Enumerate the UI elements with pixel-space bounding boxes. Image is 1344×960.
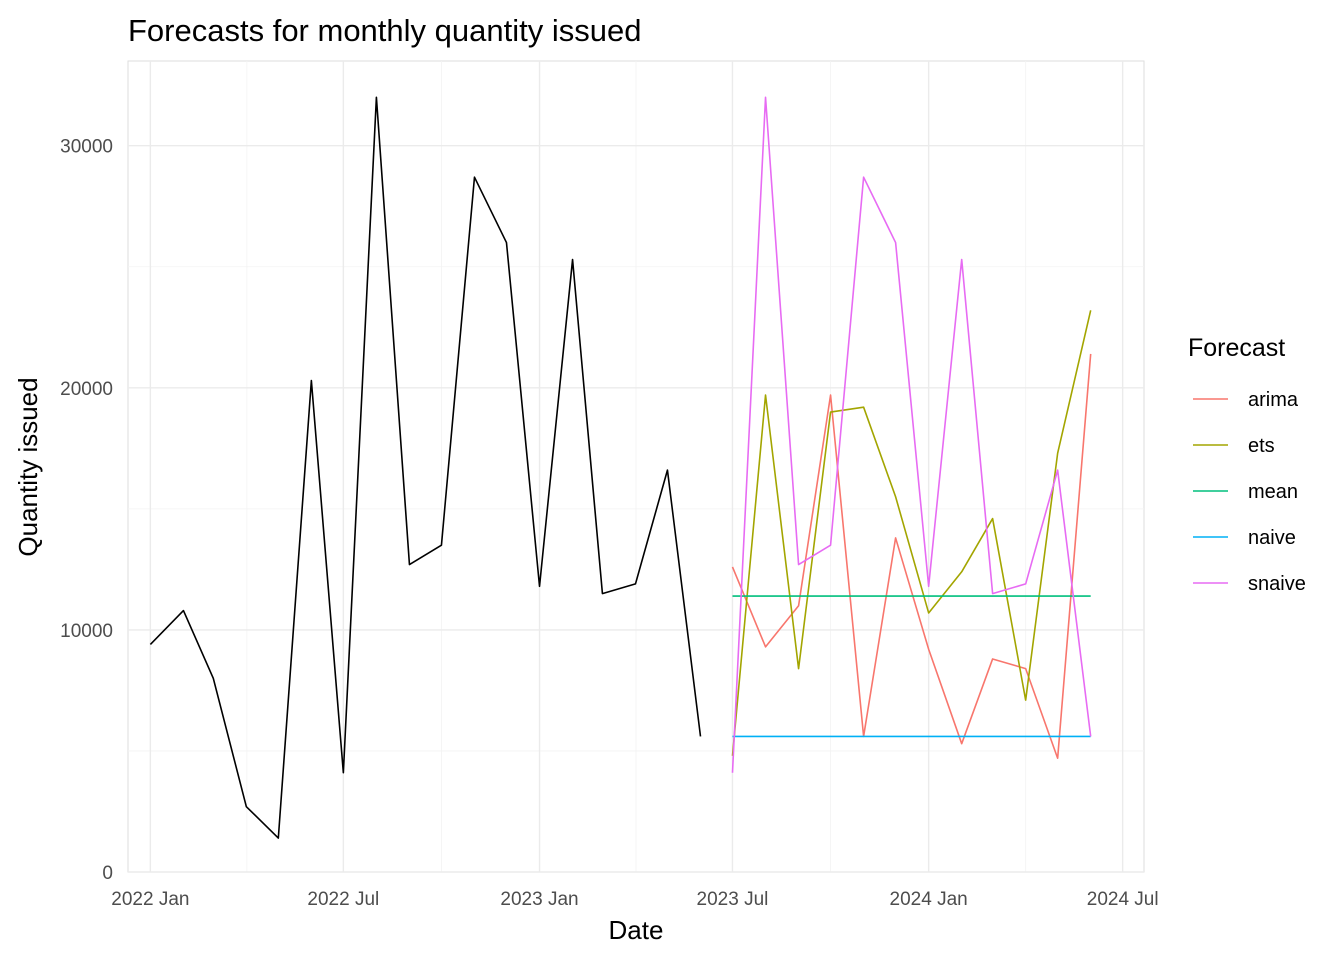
legend-label-mean: mean bbox=[1248, 481, 1298, 503]
series-line-ets bbox=[731, 310, 1092, 756]
y-tick-label: 20000 bbox=[60, 379, 113, 400]
x-tick-label: 2024 Jan bbox=[890, 889, 968, 910]
data-lines bbox=[149, 96, 1092, 839]
y-tick-label: 0 bbox=[102, 863, 113, 884]
x-axis-ticks: 2022 Jan 2022 Jul 2023 Jan 2023 Jul 2024 Jan… bbox=[111, 889, 1158, 910]
y-tick-label: 10000 bbox=[60, 621, 113, 642]
y-axis-ticks: 0 10000 20000 30000 bbox=[60, 137, 113, 884]
plot-panel bbox=[127, 60, 1145, 873]
y-axis-title: Quantity issued bbox=[13, 377, 43, 556]
legend-items: arima ets mean naive snaive bbox=[1193, 389, 1306, 595]
legend-title: Forecast bbox=[1188, 334, 1285, 362]
legend-label-naive: naive bbox=[1248, 527, 1296, 549]
x-tick-label: 2024 Jul bbox=[1087, 889, 1159, 910]
x-axis-title: Date bbox=[609, 915, 664, 945]
series-line-snaive bbox=[731, 96, 1092, 773]
x-tick-label: 2022 Jul bbox=[307, 889, 379, 910]
y-tick-label: 30000 bbox=[60, 137, 113, 158]
legend-label-arima: arima bbox=[1248, 389, 1299, 411]
legend-label-ets: ets bbox=[1248, 435, 1275, 457]
x-tick-label: 2023 Jan bbox=[500, 889, 578, 910]
chart-title: Forecasts for monthly quantity issued bbox=[128, 13, 641, 48]
x-tick-label: 2022 Jan bbox=[111, 889, 189, 910]
series-line-arima bbox=[731, 353, 1092, 760]
minor-gridlines bbox=[128, 61, 1144, 872]
history-line bbox=[149, 96, 702, 839]
legend: Forecast arima ets mean naive snaive bbox=[1188, 334, 1306, 595]
legend-label-snaive: snaive bbox=[1248, 573, 1306, 595]
x-tick-label: 2023 Jul bbox=[697, 889, 769, 910]
